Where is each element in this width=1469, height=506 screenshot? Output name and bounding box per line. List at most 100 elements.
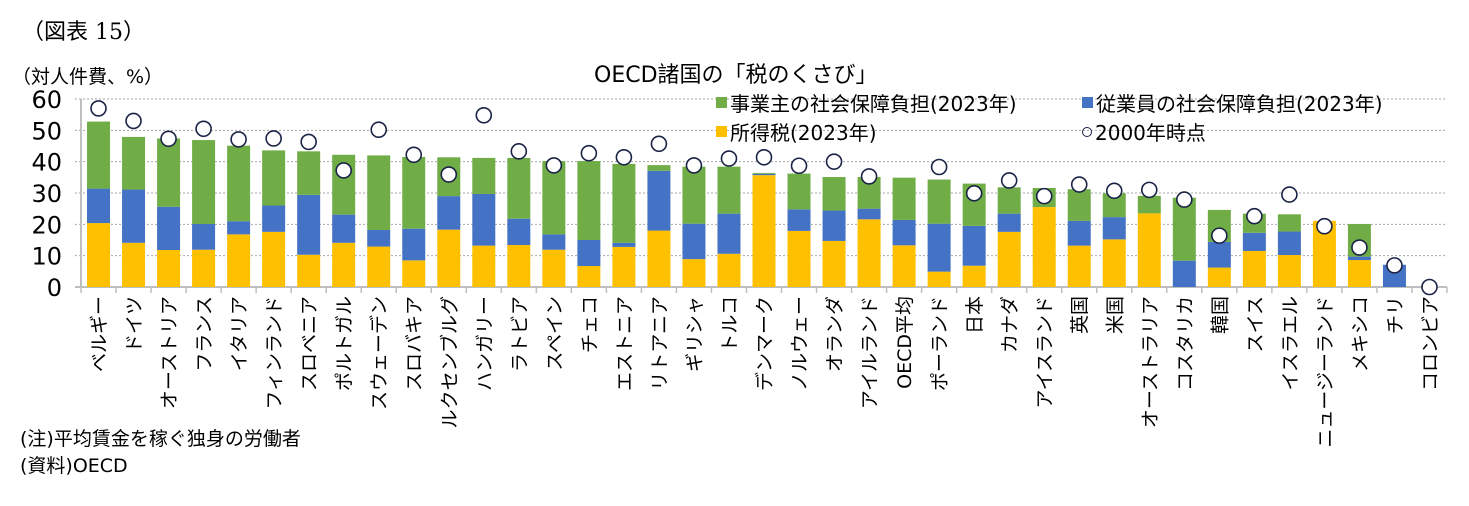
bar-income-tax (157, 250, 181, 287)
marker-2000 (545, 157, 563, 174)
x-tick-label: リトアニア (649, 296, 671, 391)
bar-employee (437, 196, 461, 230)
bar-income-tax (87, 223, 111, 287)
marker-2000 (1211, 227, 1228, 244)
bar-employee (542, 234, 566, 250)
legend-swatch-income-tax (716, 126, 727, 137)
bar-employer (752, 172, 776, 174)
bar-employee (297, 194, 321, 255)
x-tick-label: ポーランド (929, 296, 951, 391)
marker-2000 (1351, 239, 1368, 256)
figure-label: （図表 15） (22, 20, 145, 45)
bar-employer (787, 173, 811, 210)
bar-income-tax (962, 265, 986, 287)
marker-2000 (650, 135, 668, 153)
marker-2000 (615, 148, 633, 166)
bar-employee (612, 242, 636, 247)
notes: (注)平均賃金を稼ぐ独身の労働者 (資料)OECD (20, 426, 301, 480)
bar-employee (192, 224, 216, 250)
marker-2000 (300, 133, 317, 151)
bar-income-tax (857, 219, 881, 287)
marker-2000 (1140, 181, 1158, 199)
bar-employee (1207, 241, 1231, 268)
bar-employer (682, 166, 706, 224)
bar-employer (1067, 189, 1091, 221)
x-tick-label: フィンランド (264, 296, 286, 410)
x-tick-label: コスタリカ (1174, 296, 1196, 391)
bar-income-tax (1102, 239, 1126, 287)
bar-employee (507, 218, 531, 246)
bar-employee (87, 188, 111, 224)
marker-2000 (195, 120, 212, 138)
bar-income-tax (297, 254, 321, 287)
marker-2000 (370, 121, 388, 139)
bar-employee (962, 225, 986, 266)
bar-employee (332, 214, 356, 243)
x-tick-label: メキシコ (1349, 296, 1371, 372)
bar-income-tax (1137, 213, 1161, 287)
x-tick-label: 英国 (1069, 296, 1091, 334)
marker-2000 (790, 157, 808, 175)
bar-income-tax (332, 242, 356, 287)
x-tick-label: 韓国 (1209, 296, 1231, 334)
bar-employer (822, 177, 846, 211)
bar-income-tax (1312, 220, 1336, 287)
bar-income-tax (682, 259, 706, 287)
bar-employer (542, 161, 566, 235)
bar-income-tax (647, 230, 671, 287)
x-tick-label: OECD平均 (894, 296, 916, 389)
bar-employer (1137, 195, 1161, 214)
bar-employer (927, 179, 951, 224)
bar-income-tax (1277, 255, 1301, 287)
marker-2000 (1070, 176, 1088, 193)
x-tick-label: フランス (194, 296, 216, 372)
bar-employer (472, 157, 496, 194)
bar-income-tax (507, 245, 531, 287)
x-tick-label: スイス (1244, 296, 1266, 352)
bar-income-tax (612, 246, 636, 287)
bar-employer (997, 187, 1021, 214)
marker-2000 (755, 148, 773, 166)
bar-employer (402, 156, 426, 229)
bar-income-tax (997, 231, 1021, 287)
bar-employer (892, 177, 916, 220)
bar-employer (857, 177, 881, 209)
bar-employee (647, 170, 671, 231)
x-tick-label: スロバキア (404, 296, 426, 391)
bar-income-tax (577, 266, 601, 287)
x-tick-label: チリ (1384, 296, 1406, 334)
bar-employee (367, 229, 391, 247)
marker-2000 (580, 144, 598, 162)
bar-employer (1172, 197, 1196, 261)
y-tick-label: 50 (31, 117, 62, 145)
marker-2000 (825, 153, 843, 170)
bar-income-tax (822, 240, 846, 287)
marker-2000 (125, 112, 142, 130)
bar-employer (157, 138, 181, 207)
bar-employer (297, 151, 321, 195)
marker-2000 (860, 168, 878, 185)
bar-income-tax (192, 249, 216, 287)
legend-swatch-employee (1082, 97, 1093, 108)
marker-2000 (1421, 278, 1438, 296)
legend-item-income-tax: 所得税(2023年) (716, 117, 877, 146)
bar-employer (192, 140, 216, 225)
chart-title: OECD諸国の「税のくさび」 (594, 63, 878, 88)
x-tick-label: アイルランド (859, 296, 881, 409)
x-tick-label: ルクセンブルグ (438, 296, 461, 428)
legend-label-employer: 事業主の社会保障負担(2023年) (730, 92, 1017, 116)
marker-2000 (685, 157, 703, 174)
legend-item-2000: 2000年時点 (1082, 117, 1206, 146)
marker-2000 (265, 130, 282, 147)
legend-circle-marker-icon (1082, 126, 1092, 137)
bar-income-tax (472, 245, 496, 287)
marker-2000 (1386, 257, 1403, 274)
marker-2000 (475, 106, 493, 124)
bar-employer (227, 145, 251, 222)
x-tick-label: ハンガリー (474, 296, 496, 391)
y-tick-label: 40 (31, 149, 62, 177)
marker-2000 (1000, 172, 1018, 189)
bar-income-tax (1242, 250, 1266, 287)
bar-employer (1277, 214, 1301, 232)
x-tick-label: 日本 (964, 296, 986, 334)
